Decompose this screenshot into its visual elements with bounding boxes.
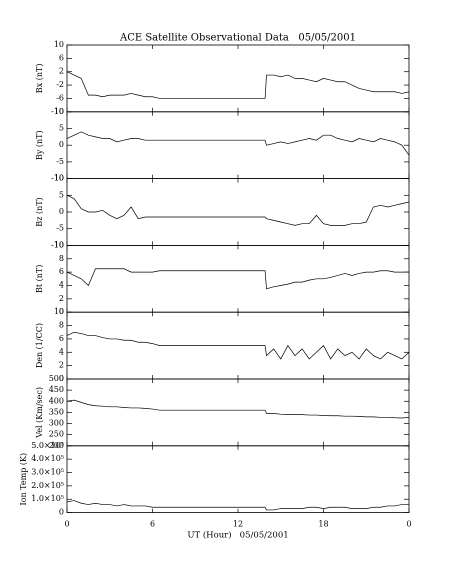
- y-tick-label: 250: [49, 430, 64, 439]
- y-tick-label: -6: [56, 93, 64, 102]
- x-tick-label: 6: [150, 520, 155, 529]
- y-tick-label: 5: [59, 190, 64, 199]
- data-line: [66, 500, 409, 511]
- y-tick-label: 3.0×10⁵: [31, 468, 64, 477]
- y-axis-label: Ion Temp (K): [19, 453, 28, 506]
- data-line: [66, 331, 410, 360]
- y-tick-label: -10: [51, 107, 64, 116]
- data-line: [66, 131, 410, 156]
- data-line: [66, 71, 410, 99]
- y-tick-label: 0: [59, 508, 64, 517]
- data-line: [66, 194, 410, 226]
- x-tick-label: 12: [233, 520, 243, 529]
- y-tick-label: 8: [59, 321, 64, 330]
- y-tick-label: 10: [54, 174, 64, 183]
- y-tick-label: 8: [59, 254, 64, 263]
- y-tick-label: 0: [59, 207, 64, 216]
- y-tick-label: 0: [59, 374, 64, 383]
- y-tick-label: 0: [59, 140, 64, 149]
- y-tick-label: 2.0×10⁵: [31, 481, 64, 490]
- y-tick-label: 350: [49, 407, 64, 416]
- y-tick-label: 10: [54, 107, 64, 116]
- y-axis-label: Bx (nT): [35, 64, 44, 94]
- y-tick-label: -5: [56, 224, 64, 233]
- y-tick-label: 4: [59, 347, 64, 356]
- y-tick-label: 5: [59, 124, 64, 133]
- chart-title: ACE Satellite Observational Data 05/05/2…: [119, 33, 356, 44]
- x-tick-label: 18: [318, 520, 328, 529]
- y-axis-label: Vel (Km/sec): [35, 387, 44, 439]
- y-tick-label: 2: [59, 361, 64, 370]
- x-tick-label: 0: [64, 520, 69, 529]
- x-tick-label: 0: [406, 520, 411, 529]
- data-line: [66, 268, 409, 290]
- data-line: [66, 399, 410, 419]
- y-tick-label: 300: [49, 419, 64, 428]
- y-tick-label: 2: [59, 67, 64, 76]
- y-tick-label: 10: [54, 40, 64, 49]
- y-tick-label: 4.0×10⁵: [31, 454, 64, 463]
- y-axis-label: Bz (nT): [35, 197, 44, 226]
- y-tick-label: 2: [59, 294, 64, 303]
- y-axis-label: Den (1/CC): [35, 323, 44, 368]
- y-tick-label: -5: [56, 157, 64, 166]
- y-tick-label: -2: [56, 80, 64, 89]
- y-axis-label: By (nT): [35, 130, 44, 160]
- y-tick-label: 10: [54, 240, 64, 249]
- y-axis-label: Bt (nT): [35, 265, 44, 293]
- y-tick-label: -10: [51, 174, 64, 183]
- y-tick-label: 500: [49, 374, 64, 383]
- y-tick-label: 1.0×10⁵: [31, 494, 64, 503]
- y-tick-label: -10: [51, 240, 64, 249]
- x-axis-label: UT (Hour) 05/05/2001: [187, 530, 288, 541]
- y-tick-label: 450: [49, 385, 64, 394]
- y-tick-label: 200: [49, 441, 64, 450]
- y-tick-label: 4: [59, 280, 64, 289]
- y-tick-label: 5.0×10⁵: [31, 441, 64, 450]
- y-tick-label: 10: [54, 307, 64, 316]
- y-tick-label: 6: [59, 267, 64, 276]
- y-tick-label: 0: [59, 307, 64, 316]
- y-tick-label: 400: [49, 396, 64, 405]
- y-tick-label: 6: [59, 53, 64, 62]
- y-tick-label: 6: [59, 334, 64, 343]
